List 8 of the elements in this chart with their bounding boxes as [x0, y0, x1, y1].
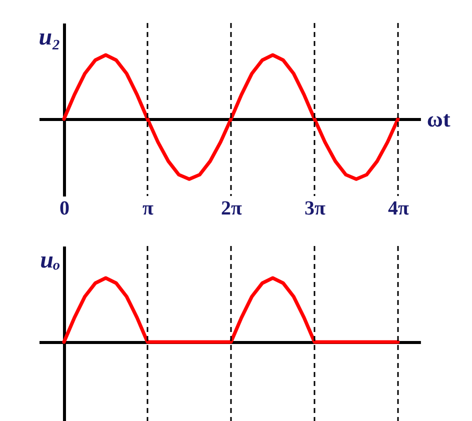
x-tick-label: 3π	[304, 198, 326, 220]
x-tick-label: 2π	[221, 198, 242, 220]
x-axis-title: ωt	[426, 106, 451, 132]
x-tick-label: π	[142, 198, 154, 220]
x-tick-label: 4π	[388, 198, 410, 220]
x-tick-label: 0	[59, 198, 70, 220]
y-axis-title: uₒ	[40, 248, 60, 274]
y-axis-title: u₂	[38, 24, 60, 50]
